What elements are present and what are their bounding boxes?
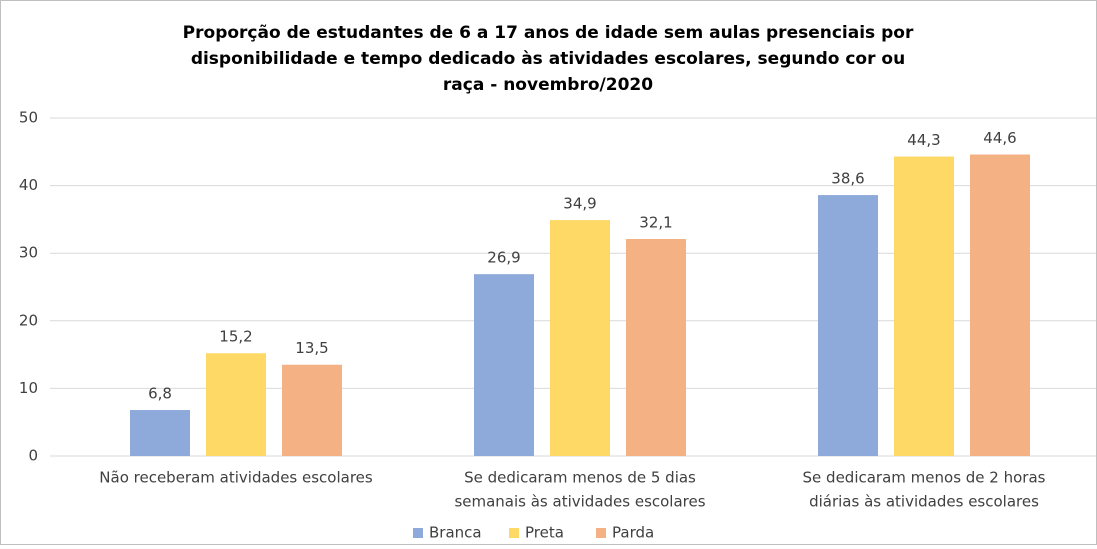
data-label: 34,9 xyxy=(563,195,596,213)
legend-label: Parda xyxy=(612,524,654,542)
legend-label: Branca xyxy=(429,524,482,542)
legend-swatch xyxy=(413,528,423,538)
bar xyxy=(818,195,878,456)
legend-swatch xyxy=(596,528,606,538)
data-label: 6,8 xyxy=(148,385,172,403)
chart-title: disponibilidade e tempo dedicado às ativ… xyxy=(191,49,905,69)
legend-swatch xyxy=(509,528,519,538)
y-tick-label: 50 xyxy=(19,109,38,127)
data-label: 15,2 xyxy=(219,328,252,346)
y-tick-label: 0 xyxy=(28,447,38,465)
bar xyxy=(206,353,266,456)
bar xyxy=(970,154,1030,456)
data-label: 44,6 xyxy=(983,129,1016,147)
data-label: 13,5 xyxy=(295,339,328,357)
data-label: 44,3 xyxy=(907,131,940,149)
x-tick-label: diárias às atividades escolares xyxy=(809,493,1039,511)
y-tick-label: 20 xyxy=(19,311,38,329)
y-tick-label: 10 xyxy=(19,379,38,397)
chart-title: Proporção de estudantes de 6 a 17 anos d… xyxy=(183,23,914,43)
bar xyxy=(626,239,686,456)
x-tick-label: Se dedicaram menos de 5 dias xyxy=(464,469,696,487)
bar xyxy=(894,156,954,457)
bar xyxy=(282,364,342,456)
data-label: 38,6 xyxy=(831,170,864,188)
y-tick-label: 30 xyxy=(19,244,38,262)
y-tick-label: 40 xyxy=(19,176,38,194)
data-label: 26,9 xyxy=(487,249,520,267)
x-tick-label: Se dedicaram menos de 2 horas xyxy=(803,469,1046,487)
bar xyxy=(130,410,190,456)
chart-title: raça - novembro/2020 xyxy=(443,75,653,95)
bar xyxy=(550,220,610,456)
x-tick-label: semanais às atividades escolares xyxy=(454,493,705,511)
legend-label: Preta xyxy=(525,524,564,542)
x-tick-label: Não receberam atividades escolares xyxy=(99,469,373,487)
data-label: 32,1 xyxy=(639,214,672,232)
bar xyxy=(474,274,534,456)
